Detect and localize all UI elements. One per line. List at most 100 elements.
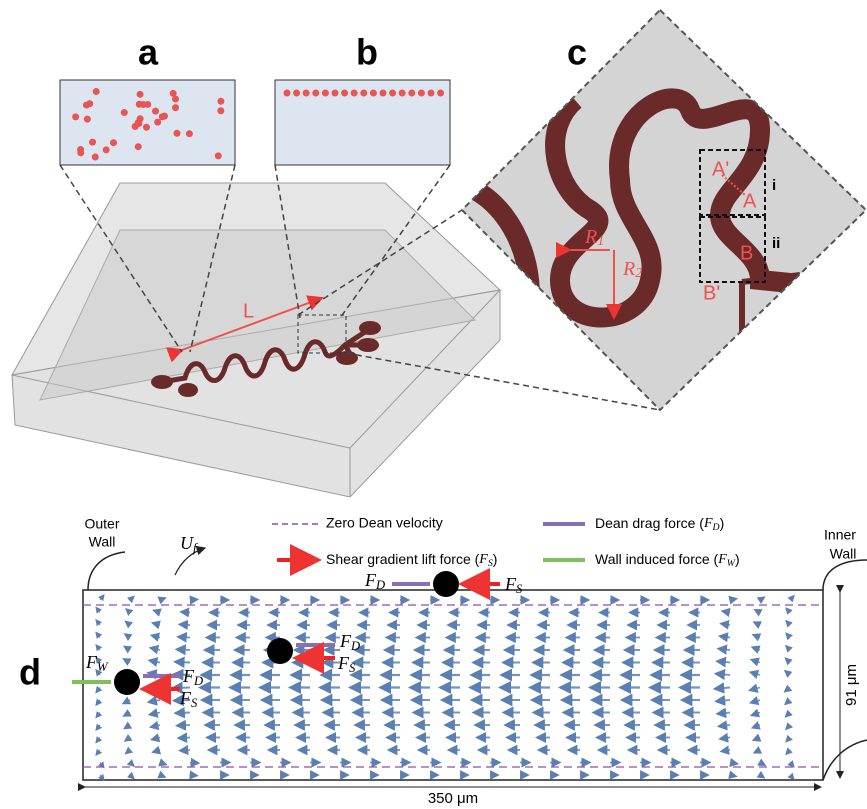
flow-vector xyxy=(175,662,190,663)
particle xyxy=(303,90,310,97)
legend-text: Shear gradient lift force (FS) xyxy=(326,551,497,570)
particle xyxy=(215,152,222,159)
wall-arc xyxy=(823,560,867,590)
legend-text: Dean drag force (FD) xyxy=(595,515,724,534)
flow-vector xyxy=(178,738,190,739)
particle xyxy=(217,98,224,105)
particles xyxy=(284,90,445,97)
panel-a-box xyxy=(60,80,235,165)
marker: B xyxy=(740,242,753,264)
flow-vector xyxy=(190,599,198,600)
particle xyxy=(135,143,142,150)
particle xyxy=(110,139,117,146)
text-part: W xyxy=(97,660,109,674)
particle xyxy=(428,90,435,97)
particle xyxy=(137,115,144,122)
particle xyxy=(137,91,144,98)
force-label: FD xyxy=(364,570,385,592)
panel-label: a xyxy=(138,32,159,73)
dimension-label: 350 μm xyxy=(428,790,478,807)
particle xyxy=(370,90,377,97)
particle xyxy=(92,153,99,160)
text-part: S xyxy=(191,696,198,710)
text-part: S xyxy=(516,582,523,596)
particle xyxy=(152,108,159,115)
text-part: R xyxy=(584,226,597,248)
text-part: Wall induced force ( xyxy=(595,551,719,567)
wall-label: Wall xyxy=(89,534,116,550)
flow-vector xyxy=(175,713,190,714)
marker: B' xyxy=(703,282,720,304)
particle xyxy=(173,130,180,137)
particle xyxy=(322,90,329,97)
particle xyxy=(267,638,293,664)
wall-label: Wall xyxy=(830,546,857,562)
wall-label: Outer xyxy=(84,516,119,532)
particle xyxy=(72,113,79,120)
particle xyxy=(103,146,110,153)
box-label: i xyxy=(772,177,776,194)
flow-vector xyxy=(180,750,190,751)
text-part: ) xyxy=(720,515,725,531)
particle xyxy=(293,90,300,97)
particle xyxy=(172,104,179,111)
chip xyxy=(12,183,500,497)
text-part: F xyxy=(717,552,727,567)
flow-vector xyxy=(190,763,199,764)
text-part: U xyxy=(180,533,194,553)
force-label: FS xyxy=(504,574,523,596)
wall-arc xyxy=(88,552,125,590)
text-part: D xyxy=(712,522,720,533)
flow-vector xyxy=(179,624,190,625)
particle xyxy=(389,90,396,97)
text-part: D xyxy=(375,578,385,592)
text-part: D xyxy=(193,674,203,688)
text-part: Dean drag force ( xyxy=(595,515,704,531)
text-part: 2 xyxy=(635,266,642,281)
particle xyxy=(84,116,91,123)
text-part: S xyxy=(349,661,356,675)
text-part: ) xyxy=(735,551,740,567)
particle xyxy=(77,149,84,156)
panel-label: b xyxy=(356,32,378,73)
legend-text: Wall induced force (FW) xyxy=(595,551,740,570)
particle xyxy=(360,90,367,97)
marker: A xyxy=(743,190,757,212)
particle xyxy=(418,90,425,97)
particle xyxy=(172,96,179,103)
text-part: 1 xyxy=(597,234,604,249)
particle xyxy=(437,90,444,97)
wall-label: Inner xyxy=(824,527,856,543)
box-label: ii xyxy=(772,235,780,252)
flow-vector xyxy=(190,775,197,776)
particle xyxy=(217,107,224,114)
text-part: F xyxy=(703,516,713,531)
text-part: D xyxy=(350,639,360,653)
particle xyxy=(140,101,147,108)
particle xyxy=(93,88,100,95)
particle xyxy=(332,90,339,97)
particle xyxy=(114,669,140,695)
particle xyxy=(351,90,358,97)
particle xyxy=(143,124,150,131)
particle xyxy=(312,90,319,97)
panel-c-box xyxy=(462,10,866,410)
particle xyxy=(161,113,168,120)
particle xyxy=(408,90,415,97)
text-part: R xyxy=(622,258,635,280)
particle xyxy=(154,119,161,126)
flow-label: Uf xyxy=(180,533,198,555)
particle xyxy=(89,139,96,146)
panel-label: c xyxy=(567,32,587,73)
particle xyxy=(121,109,128,116)
particle xyxy=(380,90,387,97)
wall-arc xyxy=(823,740,867,780)
particle xyxy=(433,571,459,597)
particle xyxy=(341,90,348,97)
panel-label: d xyxy=(19,652,41,693)
text-part: f xyxy=(193,541,198,555)
flow-vector xyxy=(177,725,190,726)
text-part: F xyxy=(478,552,488,567)
flow-vector xyxy=(181,612,190,613)
dimension-label: 91 μm xyxy=(843,664,860,706)
